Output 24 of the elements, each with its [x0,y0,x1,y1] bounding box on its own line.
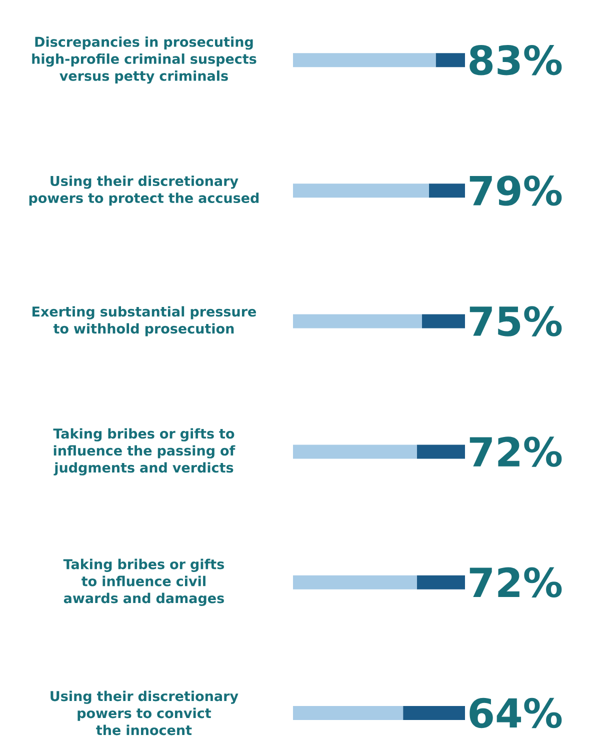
data-label: 64% [470,698,562,728]
bar [416,444,465,459]
bar [422,314,465,328]
bar [428,184,465,198]
data-label: 83% [470,44,562,76]
bar [293,314,422,328]
bar [416,575,465,590]
bar [403,706,465,720]
data-label: 72% [470,436,562,467]
data-label: 72% [470,567,562,598]
y-tick-label: Taking bribes or gifts to influence the passing of judgments and verdicts [53,428,236,476]
bar [293,575,417,590]
y-tick-label: Taking bribes or gifts to influence civil awards and damages [63,558,224,606]
data-label: 79% [470,176,562,206]
bar [293,444,417,459]
bar [293,706,404,720]
y-tick-label: Using their discretionary powers to protect the accused [29,176,259,206]
bar [436,53,465,68]
y-tick-label: Using their discretionary powers to convict the innocent [50,690,238,736]
y-tick-label: Discrepancies in prosecuting high-profile criminal suspects versus petty criminals [32,36,256,84]
bar [293,53,436,68]
bar [293,184,429,198]
data-label: 75% [470,306,562,336]
y-tick-label: Exerting substantial pressure to withhold prosecution [32,306,256,336]
